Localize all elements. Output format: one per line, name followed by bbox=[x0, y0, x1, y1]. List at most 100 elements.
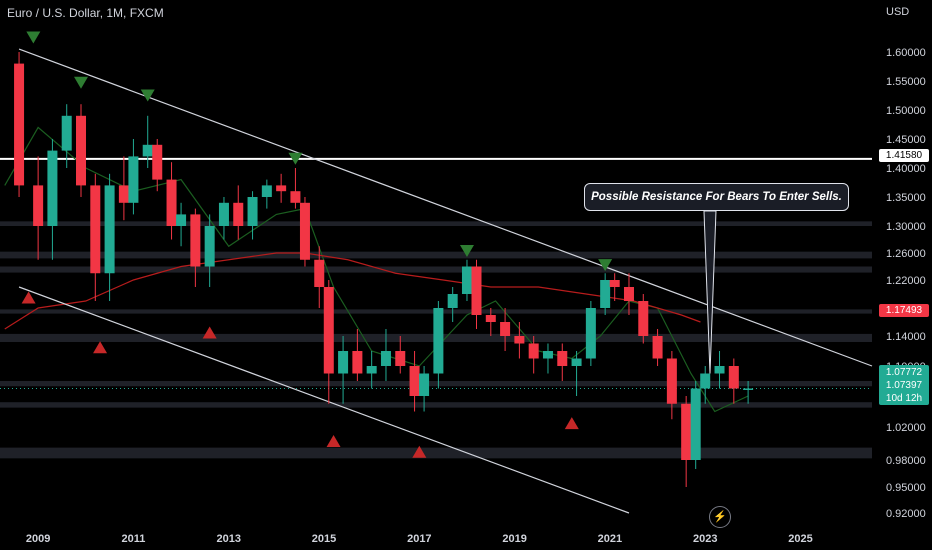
candle-body bbox=[447, 294, 458, 308]
candle-body bbox=[314, 259, 325, 287]
currency-label: USD bbox=[886, 6, 910, 18]
candle-body bbox=[690, 388, 701, 460]
buy-marker bbox=[93, 341, 108, 354]
buy-marker bbox=[412, 445, 427, 458]
horizontal-level[interactable] bbox=[0, 157, 872, 389]
candle-body bbox=[409, 366, 420, 396]
ma-price-label: 1.17493 bbox=[879, 304, 929, 317]
candle-body bbox=[323, 287, 334, 374]
y-tick-label: 0.98000 bbox=[886, 455, 926, 467]
y-tick-label: 1.02000 bbox=[886, 422, 926, 434]
candle-body bbox=[585, 308, 596, 359]
countdown: 10d 12h bbox=[885, 393, 923, 404]
candle-body bbox=[681, 403, 692, 460]
x-tick-label: 2019 bbox=[502, 533, 526, 545]
candle-body bbox=[352, 351, 363, 374]
candle-body bbox=[743, 388, 754, 390]
sell-marker bbox=[140, 89, 155, 102]
chart-title: Euro / U.S. Dollar, 1M, FXCM bbox=[7, 6, 164, 20]
sell-marker bbox=[459, 244, 474, 257]
candle-body bbox=[485, 315, 496, 322]
y-tick-label: 1.55000 bbox=[886, 76, 926, 88]
candle-body bbox=[652, 336, 663, 359]
y-tick-label: 1.35000 bbox=[886, 192, 926, 204]
candle-body bbox=[500, 322, 511, 336]
y-tick-label: 1.50000 bbox=[886, 105, 926, 117]
candle-body bbox=[528, 343, 539, 359]
sell-marker bbox=[74, 76, 89, 89]
candle-body bbox=[471, 266, 482, 315]
buy-marker bbox=[326, 435, 341, 448]
candle-body bbox=[700, 373, 711, 389]
candle-body bbox=[290, 191, 301, 203]
candle-body bbox=[609, 280, 620, 287]
candle-body bbox=[666, 358, 677, 404]
x-tick-label: 2021 bbox=[598, 533, 622, 545]
y-tick-label: 0.95000 bbox=[886, 482, 926, 494]
lightning-icon[interactable]: ⚡ bbox=[709, 506, 731, 528]
candle-body bbox=[419, 373, 430, 396]
zone-band bbox=[0, 251, 872, 259]
sell-marker bbox=[288, 152, 303, 165]
x-tick-label: 2013 bbox=[216, 533, 240, 545]
trendline bbox=[18, 48, 873, 367]
zone-band bbox=[0, 381, 872, 387]
zone-band bbox=[0, 221, 872, 226]
candle-body bbox=[299, 202, 310, 260]
x-tick-label: 2011 bbox=[121, 533, 145, 545]
channel-trendlines[interactable] bbox=[18, 48, 873, 514]
y-axis-ticks: 1.60000 1.55000 1.50000 1.45000 1.40000 1.350… bbox=[886, 47, 926, 520]
candle-body bbox=[557, 351, 568, 366]
candle-body bbox=[233, 202, 244, 226]
candle-body bbox=[90, 185, 101, 274]
resistance-price-label: 1.41580 bbox=[879, 149, 929, 162]
x-tick-label: 2017 bbox=[407, 533, 431, 545]
y-tick-label: 1.60000 bbox=[886, 47, 926, 59]
candle-body bbox=[395, 351, 406, 366]
candle-body bbox=[638, 301, 649, 336]
candle-body bbox=[366, 366, 377, 374]
x-tick-label: 2015 bbox=[312, 533, 336, 545]
candle-body bbox=[33, 185, 44, 226]
zone-band bbox=[0, 447, 872, 459]
y-tick-label: 1.45000 bbox=[886, 134, 926, 146]
x-tick-label: 2025 bbox=[788, 533, 812, 545]
zone-band bbox=[0, 402, 872, 408]
x-axis-ticks: 2009 2011 2013 2015 2017 2019 2021 2023 2025 bbox=[26, 533, 813, 545]
candle-body bbox=[623, 287, 634, 301]
candle-body bbox=[728, 366, 739, 389]
candle-body bbox=[461, 266, 472, 294]
y-tick-label: 0.92000 bbox=[886, 508, 926, 520]
candle-body bbox=[514, 336, 525, 344]
candle-body bbox=[247, 197, 258, 226]
candle-body bbox=[152, 144, 163, 180]
candle-body bbox=[600, 280, 611, 308]
y-tick-label: 1.30000 bbox=[886, 221, 926, 233]
y-tick-label: 1.22000 bbox=[886, 275, 926, 287]
y-tick-label: 1.14000 bbox=[886, 331, 926, 343]
candle-body bbox=[166, 179, 177, 226]
candle-body bbox=[47, 150, 58, 226]
candle-body bbox=[433, 308, 444, 374]
signal-markers bbox=[21, 31, 613, 458]
last-price-label: 1.07772 1.07397 10d 12h bbox=[879, 365, 929, 405]
last-price: 1.07397 bbox=[885, 380, 923, 391]
candle-body bbox=[542, 351, 553, 359]
resistance-callout[interactable]: Possible Resistance For Bears To Enter S… bbox=[584, 183, 849, 211]
y-tick-label: 1.40000 bbox=[886, 163, 926, 175]
buy-marker bbox=[202, 326, 217, 339]
high-price: 1.07772 bbox=[885, 367, 923, 378]
candle-body bbox=[128, 156, 139, 203]
callout-pointer bbox=[703, 210, 717, 374]
candle-body bbox=[276, 185, 287, 192]
candle-series bbox=[14, 52, 754, 487]
candle-body bbox=[61, 115, 72, 151]
trendline bbox=[18, 286, 630, 514]
candle-body bbox=[338, 351, 349, 374]
candle-body bbox=[571, 358, 582, 366]
candle-body bbox=[380, 351, 391, 366]
candle-body bbox=[218, 202, 229, 226]
buy-marker bbox=[21, 291, 36, 304]
x-tick-label: 2009 bbox=[26, 533, 50, 545]
